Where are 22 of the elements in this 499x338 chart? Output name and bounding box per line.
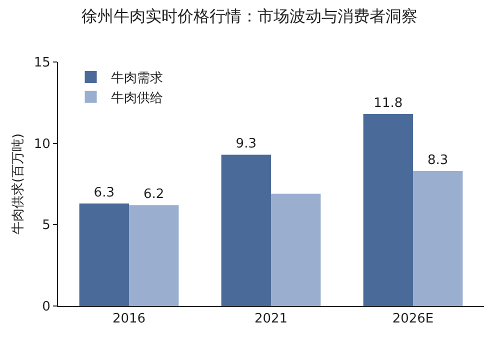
legend-label: 牛肉需求 [110,71,163,86]
y-tick-label: 15 [34,56,50,71]
y-tick-label: 5 [42,218,50,234]
legend-label: 牛肉供给 [110,90,163,106]
bar [413,170,463,306]
data-label: 9.3 [236,136,256,152]
y-axis-title: 牛肉供求(百万吨) [11,133,26,235]
data-label: 6.3 [94,186,114,201]
data-label: 11.8 [374,96,403,112]
y-tick-label: 0 [42,300,50,315]
x-tick-label: 2021 [254,312,288,327]
data-label: 6.2 [144,187,164,202]
x-tick-label: 2016 [112,312,146,327]
data-label: 8.3 [428,152,448,168]
y-tick-label: 10 [34,136,50,152]
x-tick-label: 2026E [392,312,434,327]
bar [363,114,413,306]
bar [221,154,271,306]
bar [129,205,179,306]
bar [271,194,321,306]
bar [79,204,129,306]
chart-title: 徐州牛肉实时价格行情：市场波动与消费者洞察 [82,6,418,26]
